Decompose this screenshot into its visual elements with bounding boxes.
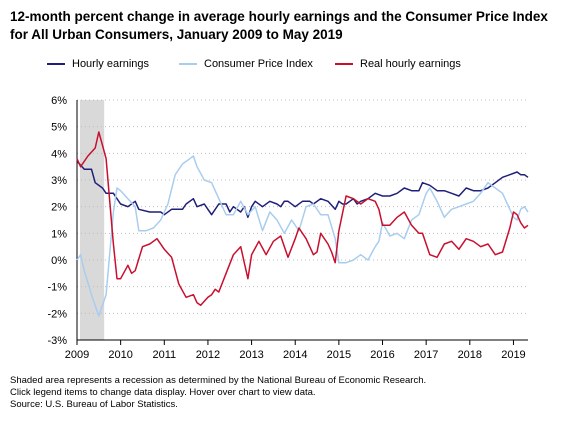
source-note: Source: U.S. Bureau of Labor Statistics. [10, 399, 178, 410]
legend-label: Real hourly earnings [360, 58, 461, 70]
x-tick-label: 2010 [108, 349, 132, 361]
legend-swatch [335, 63, 353, 65]
recession-note: Shaded area represents a recession as de… [10, 375, 427, 386]
x-tick-label: 2017 [414, 349, 438, 361]
y-tick-label: 1% [51, 228, 67, 240]
x-tick-label: 2014 [283, 349, 307, 361]
legend-swatch [47, 63, 65, 65]
y-tick-label: -1% [47, 282, 67, 294]
x-tick-label: 2012 [196, 349, 220, 361]
y-tick-label: 6% [51, 95, 67, 107]
y-tick-label: -3% [47, 335, 67, 347]
y-tick-label: 5% [51, 122, 67, 134]
chart-footer: Shaded area represents a recession as de… [10, 375, 426, 411]
x-tick-label: 2009 [65, 349, 89, 361]
legend-label: Consumer Price Index [204, 58, 313, 70]
legend-item-consumer-price-index[interactable]: Consumer Price Index [179, 57, 313, 71]
series-line-hourly-earnings [76, 160, 529, 219]
y-tick-label: 3% [51, 175, 67, 187]
x-tick-label: 2019 [501, 349, 525, 361]
series-line-real-hourly-earnings [76, 131, 529, 307]
y-tick-label: -2% [47, 308, 67, 320]
legend-swatch [179, 63, 197, 65]
interaction-note: Click legend items to change data displa… [10, 387, 316, 398]
chart-legend: Hourly earnings Consumer Price Index Rea… [0, 57, 580, 71]
y-tick-label: 4% [51, 148, 67, 160]
x-tick-label: 2011 [152, 349, 176, 361]
legend-item-real-hourly-earnings[interactable]: Real hourly earnings [335, 57, 461, 71]
x-tick-label: 2016 [370, 349, 394, 361]
y-tick-label: 2% [51, 202, 67, 214]
chart-title: 12-month percent change in average hourl… [10, 9, 548, 42]
y-tick-label: 0% [51, 255, 67, 267]
x-tick-label: 2013 [239, 349, 263, 361]
x-tick-label: 2015 [327, 349, 351, 361]
legend-item-hourly-earnings[interactable]: Hourly earnings [47, 57, 149, 71]
legend-label: Hourly earnings [72, 58, 150, 70]
recession-shading [80, 100, 105, 340]
series-line-consumer-price-index [76, 155, 529, 317]
x-tick-label: 2018 [458, 349, 482, 361]
